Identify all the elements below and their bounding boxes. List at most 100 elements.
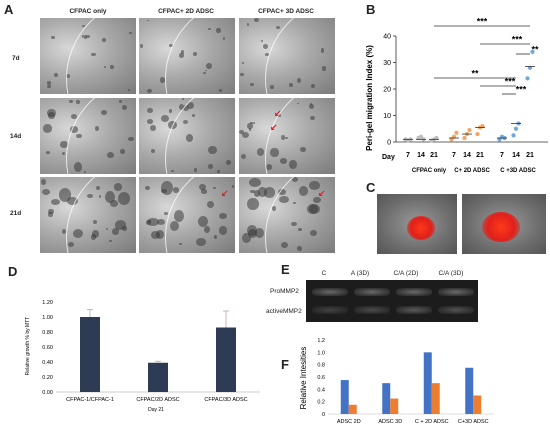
micrograph-image	[139, 18, 235, 94]
data-point	[454, 130, 459, 135]
bar	[423, 352, 432, 414]
micrograph-image	[139, 98, 235, 174]
y-tick-label: 0.6	[317, 375, 325, 381]
x-tick-label: CFPAC-1/CFPAC-1	[66, 397, 114, 403]
y-tick-label: 0.8	[317, 363, 325, 369]
x-tick-label: 7	[500, 152, 504, 159]
panel-a-row-header: 14d	[10, 133, 22, 140]
panel-d-ylabel: Relative growth % by MTT	[25, 317, 31, 376]
significance-label: ***	[477, 18, 488, 27]
panel-a-col-header: CFPAC only	[69, 8, 107, 15]
panel-b-ylabel: Peri-gel migration Index (%)	[366, 45, 374, 151]
micrograph-image	[139, 177, 235, 253]
red-arrow-icon: ↙	[318, 188, 326, 198]
x-tick-label: C + 2D ADSC	[415, 419, 449, 425]
panel-b-day-label: Day	[382, 154, 395, 161]
panel-d-xlabel: Day 21	[148, 407, 164, 413]
intensity-bar-chart: 0 0.2 0.4 0.6 0.8 1.0 1.2 ADSC 2D ADSC 3D C + 2D …	[299, 338, 494, 425]
panel-a-row-header: 21d	[10, 210, 22, 217]
bar	[216, 327, 236, 392]
panel-d-label: D	[8, 264, 18, 279]
micrograph-image	[40, 177, 136, 253]
y-tick-label: 0.80	[42, 330, 53, 336]
red-arrow-icon: ↙	[221, 188, 229, 198]
data-point	[513, 126, 519, 131]
y-tick-label: 20	[383, 87, 391, 94]
data-point	[462, 135, 467, 141]
micrograph-image	[239, 18, 335, 94]
y-tick-label: 1.20	[42, 300, 53, 306]
bar	[431, 383, 440, 414]
red-arrow-icon: ↙	[270, 122, 278, 132]
data-point	[511, 133, 516, 138]
y-tick-label: 10	[383, 113, 391, 120]
red-arrow-icon: ↙	[274, 108, 282, 118]
panel-a-col-header: CFPAC+ 3D ADSC	[258, 8, 314, 15]
gel-band-label: ProMMP2	[270, 288, 299, 295]
y-tick-label: 1.2	[317, 338, 325, 344]
panel-c-label: C	[366, 180, 376, 195]
micrograph-image	[40, 18, 136, 94]
y-tick-label: 0.60	[42, 345, 53, 351]
micrograph-image	[239, 177, 335, 253]
x-tick-label: 14	[417, 152, 425, 159]
data-point	[525, 76, 530, 81]
x-tick-label: 14	[512, 152, 520, 159]
growth-bar-chart: 0.00 0.20 0.40 0.60 0.80 1.00 1.20 CFPAC-1/CFPA…	[25, 300, 260, 413]
fluorescence-image-3d	[462, 194, 546, 254]
x-tick-label: 14	[463, 152, 471, 159]
x-tick-label: ADSC 3D	[378, 419, 402, 425]
y-tick-label: 0.2	[317, 400, 325, 406]
y-tick-label: 0	[322, 412, 325, 418]
gel-lane-label: A (3D)	[350, 270, 370, 277]
panel-c-title: CFPAC+ 3D ADSC	[476, 186, 532, 193]
x-tick-label: C+3D ADSC	[458, 419, 489, 425]
panel-b-label: B	[366, 2, 376, 17]
x-tick-label: ADSC 2D	[337, 419, 361, 425]
y-tick-label: 0.00	[42, 390, 53, 396]
panel-a-col-header: CFPAC+ 2D ADSC	[158, 8, 214, 15]
y-tick-label: 0.40	[42, 360, 53, 366]
y-tick-label: 1.0	[317, 350, 325, 356]
panel-a-row-header: 7d	[12, 55, 20, 62]
micrograph-image	[239, 98, 335, 174]
fluorescence-image-2d	[377, 194, 457, 254]
gel-lane-label: C/A (2D)	[393, 270, 419, 277]
significance-label: ***	[505, 77, 516, 87]
panel-c-title: CFPAC+ 2D ADSC	[389, 186, 445, 193]
y-tick-label: 30	[383, 60, 391, 67]
y-tick-label: 0.4	[317, 387, 325, 393]
panel-f-ylabel: Relative Intesities	[299, 347, 308, 410]
data-point	[530, 49, 535, 54]
x-tick-label: CFPAC/2D ADSC	[136, 397, 179, 403]
bar	[340, 380, 349, 414]
y-tick-label: 0	[387, 140, 391, 147]
gel-band-label: activeMMP2	[266, 308, 302, 315]
x-tick-label: 7	[406, 152, 410, 159]
bar	[473, 395, 482, 414]
micrograph-image	[40, 98, 136, 174]
zymography-gel	[306, 280, 478, 322]
data-point	[418, 134, 424, 139]
panel-f-label: F	[281, 357, 289, 372]
panel-b-group-label: C+ 2D ADSC	[454, 168, 490, 174]
panel-b-group-label: C +3D ADSC	[500, 168, 536, 174]
bar	[382, 383, 391, 414]
bar	[348, 404, 357, 414]
significance-label: **	[471, 69, 479, 79]
significance-label: ***	[516, 85, 527, 95]
gel-lane-label: C	[321, 270, 327, 277]
bar	[80, 317, 100, 392]
y-tick-label: 0.20	[42, 375, 53, 381]
panel-a-label: A	[4, 2, 14, 17]
data-point	[475, 131, 480, 137]
x-tick-label: 21	[430, 152, 438, 159]
y-tick-label: 1.00	[42, 315, 53, 321]
x-tick-label: 7	[452, 152, 456, 159]
y-tick-label: 40	[383, 34, 391, 41]
gel-lane-label: C/A (3D)	[438, 270, 464, 277]
bar	[465, 367, 474, 414]
significance-label: ***	[512, 35, 523, 45]
panel-b-group-label: CFPAC only	[412, 168, 447, 174]
